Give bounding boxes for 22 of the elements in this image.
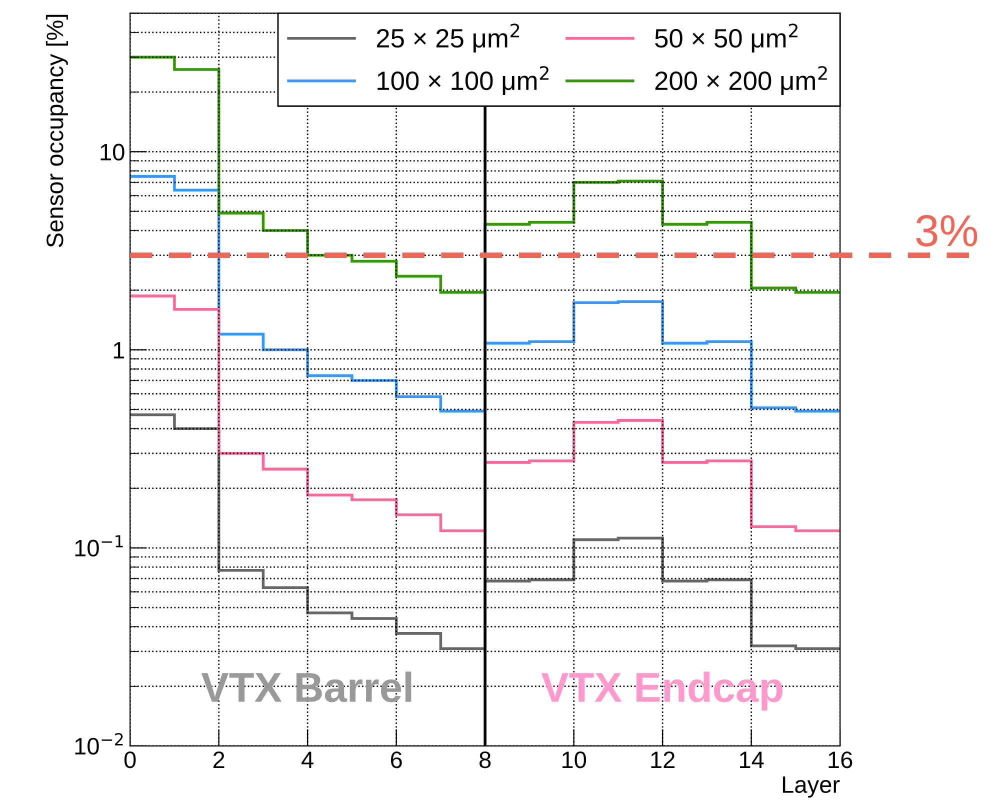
- y-tick-label: 10$^{−2}$: [75, 733, 123, 755]
- y-axis-title: Sensor occupancy [%]: [46, 14, 68, 248]
- x-axis-title: Layer: [782, 776, 840, 798]
- x-tick-label: 16: [828, 751, 852, 768]
- y-tick-label: 1: [114, 342, 124, 358]
- y-tick-label: 10: [100, 144, 124, 160]
- x-tick-label: 8: [480, 751, 491, 768]
- x-tick-label: 10: [562, 751, 586, 768]
- x-tick-label: 12: [651, 751, 675, 768]
- legend-label: 100 × 100 μm$^{2}$: [378, 66, 548, 95]
- x-tick-label: 2: [213, 751, 224, 768]
- ref-line-label: 3%: [916, 215, 978, 246]
- annotation: VTX Barrel: [201, 672, 412, 702]
- x-tick-label: 0: [124, 751, 136, 768]
- y-tick-label: 10$^{−1}$: [75, 535, 123, 557]
- x-tick-label: 14: [740, 752, 764, 768]
- legend-label: 25 × 25 μm$^{2}$: [376, 24, 520, 52]
- legend-label: 50 × 50 μm$^{2}$: [655, 24, 798, 52]
- x-tick-label: 6: [390, 751, 402, 768]
- legend-label: 200 × 200 μm$^{2}$: [655, 66, 827, 95]
- x-tick-label: 4: [302, 752, 314, 768]
- annotation: VTX Endcap: [541, 672, 782, 710]
